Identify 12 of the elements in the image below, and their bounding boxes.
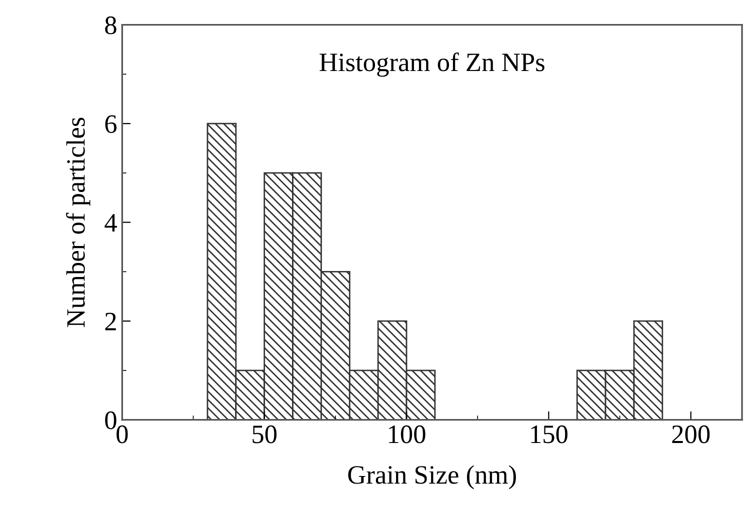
y-tick-label: 8 bbox=[105, 16, 116, 34]
x-tick-label: 200 bbox=[672, 425, 710, 444]
x-axis-title: Grain Size (nm) bbox=[348, 465, 516, 490]
x-tick-label: 50 bbox=[252, 425, 277, 444]
y-tick-label: 2 bbox=[105, 312, 116, 330]
y-tick-label: 0 bbox=[105, 411, 116, 430]
y-tick-label: 4 bbox=[104, 214, 117, 232]
y-tick-label: 6 bbox=[105, 115, 117, 133]
annotation: Histogram of Zn NPs bbox=[320, 52, 544, 77]
x-tick-label: 100 bbox=[389, 425, 426, 444]
x-tick-label: 150 bbox=[531, 425, 568, 444]
y-axis-title: Number of particles bbox=[66, 118, 90, 328]
